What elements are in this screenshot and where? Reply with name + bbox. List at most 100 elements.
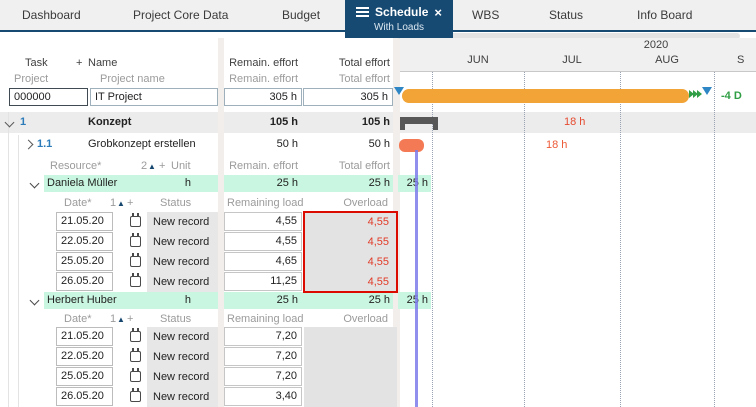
- tab-project-core-data[interactable]: Project Core Data: [133, 8, 229, 22]
- col-header-resource[interactable]: Resource*: [50, 160, 102, 172]
- tab-dashboard[interactable]: Dashboard: [22, 8, 81, 22]
- col-header-status[interactable]: Status: [160, 313, 192, 325]
- remaining-load-field[interactable]: 7,20: [224, 347, 302, 366]
- col-header-total[interactable]: Total effort: [338, 57, 390, 69]
- task-wbs-number[interactable]: 1: [20, 116, 27, 128]
- overload-cell: 4,55: [304, 232, 397, 252]
- status-cell: New record: [147, 232, 218, 252]
- col-header-overload[interactable]: Overload: [343, 197, 388, 209]
- tab-status[interactable]: Status: [549, 8, 584, 22]
- col-header-total[interactable]: Total effort: [338, 160, 390, 172]
- date-field[interactable]: 22.05.20: [56, 347, 113, 366]
- overload-cell: 4,55: [304, 252, 397, 272]
- add-column-icon[interactable]: +: [127, 197, 134, 209]
- task-name[interactable]: Grobkonzept erstellen: [88, 138, 196, 150]
- timeline-year: 2020: [643, 39, 669, 51]
- task-row-konzept: 1 Konzept 105 h 105 h 18 h: [0, 112, 756, 133]
- timeline-gridline: [524, 72, 525, 407]
- col-header-remaining-load[interactable]: Remaining load: [227, 313, 304, 325]
- calendar-icon[interactable]: [130, 253, 141, 267]
- project-total-field[interactable]: 305 h: [303, 88, 393, 106]
- remaining-load-field[interactable]: 11,25: [224, 272, 302, 291]
- date-field[interactable]: 25.05.20: [56, 252, 113, 271]
- collapse-icon[interactable]: [29, 178, 40, 189]
- date-field[interactable]: 21.05.20: [56, 327, 113, 346]
- resource-name[interactable]: Herbert Huber: [47, 294, 117, 306]
- task-row-grobkonzept: 1.1 Grobkonzept erstellen 50 h 50 h 18 h: [0, 135, 756, 155]
- menu-icon[interactable]: [356, 5, 370, 19]
- tab-budget[interactable]: Budget: [282, 8, 321, 22]
- col-header-task[interactable]: Task: [25, 57, 48, 69]
- close-icon[interactable]: ×: [434, 4, 442, 20]
- col-header-name[interactable]: Name: [88, 57, 118, 69]
- column-divider[interactable]: [218, 38, 224, 407]
- calendar-icon[interactable]: [130, 233, 141, 247]
- calendar-icon[interactable]: [130, 348, 141, 362]
- task-wbs-number[interactable]: 1.1: [37, 138, 53, 150]
- summary-gantt-bar[interactable]: [400, 117, 438, 124]
- summary-bar-cap: [400, 117, 405, 130]
- load-row: 26.05.20 New record 3,40: [0, 387, 398, 407]
- timeline-gridline: [714, 72, 715, 407]
- load-row: 22.05.20 New record 4,55 4,55: [0, 232, 398, 252]
- col-header-date[interactable]: Date*: [64, 313, 92, 325]
- date-field[interactable]: 25.05.20: [56, 367, 113, 386]
- load-row: 21.05.20 New record 7,20: [0, 327, 398, 347]
- tab-info-board[interactable]: Info Board: [637, 8, 693, 22]
- project-id-field[interactable]: 000000: [9, 88, 88, 106]
- tab-schedule-active[interactable]: Schedule × With Loads: [345, 0, 453, 38]
- remaining-load-field[interactable]: 4,55: [224, 212, 302, 231]
- add-column-icon[interactable]: +: [76, 57, 83, 69]
- task-load-label: 18 h: [564, 116, 586, 128]
- project-remain-field[interactable]: 305 h: [224, 88, 302, 106]
- date-header-row: Date* 1 ▲ + Status Remaining load Overlo…: [0, 310, 398, 327]
- calendar-icon[interactable]: [130, 213, 141, 227]
- col-header-remain[interactable]: Remain. effort: [229, 57, 298, 69]
- remaining-load-field[interactable]: 3,40: [224, 387, 302, 406]
- date-field[interactable]: 21.05.20: [56, 212, 113, 231]
- calendar-icon[interactable]: [130, 388, 141, 402]
- remaining-load-field[interactable]: 7,20: [224, 327, 302, 346]
- resource-name[interactable]: Daniela Müller: [47, 177, 118, 189]
- col-header-unit[interactable]: Unit: [171, 160, 191, 172]
- sort-order-number[interactable]: 2: [141, 160, 148, 172]
- date-field[interactable]: 22.05.20: [56, 232, 113, 251]
- resource-total: 25 h: [368, 294, 390, 306]
- add-column-icon[interactable]: +: [127, 313, 134, 325]
- remaining-load-field[interactable]: 4,55: [224, 232, 302, 251]
- milestone-end-icon[interactable]: [702, 87, 712, 95]
- expand-icon[interactable]: [23, 139, 34, 150]
- calendar-icon[interactable]: [130, 368, 141, 382]
- task-row-highlight: [0, 112, 756, 133]
- task-name[interactable]: Konzept: [88, 116, 132, 128]
- project-name-field[interactable]: IT Project: [90, 88, 218, 106]
- timeline-month-jul: JUL: [562, 54, 582, 66]
- calendar-icon[interactable]: [130, 328, 141, 342]
- tab-wbs[interactable]: WBS: [472, 8, 500, 22]
- col-header-overload[interactable]: Overload: [343, 313, 388, 325]
- remaining-load-field[interactable]: 4,65: [224, 252, 302, 271]
- collapse-icon[interactable]: [4, 117, 15, 128]
- col-header-date[interactable]: Date*: [64, 197, 92, 209]
- sort-order-number[interactable]: 1: [110, 313, 117, 325]
- col-header-remaining-load[interactable]: Remaining load: [227, 197, 304, 209]
- col-header-status[interactable]: Status: [160, 197, 192, 209]
- sort-asc-icon[interactable]: ▲: [148, 162, 156, 171]
- sort-order-number[interactable]: 1: [110, 197, 117, 209]
- project-gantt-bar[interactable]: [402, 89, 689, 103]
- remaining-load-field[interactable]: 7,20: [224, 367, 302, 386]
- sort-asc-icon[interactable]: ▲: [117, 199, 125, 208]
- sort-asc-icon[interactable]: ▲: [117, 315, 125, 324]
- col-header-remain[interactable]: Remain. effort: [229, 160, 298, 172]
- add-column-icon[interactable]: +: [159, 160, 166, 172]
- date-field[interactable]: 26.05.20: [56, 387, 113, 406]
- calendar-icon[interactable]: [130, 273, 141, 287]
- milestone-start-icon[interactable]: [394, 87, 404, 95]
- date-field[interactable]: 26.05.20: [56, 272, 113, 291]
- load-row: 25.05.20 New record 4,65 4,55: [0, 252, 398, 272]
- collapse-icon[interactable]: [29, 295, 40, 306]
- task-gantt-bar[interactable]: [399, 139, 424, 152]
- status-cell: New record: [147, 387, 218, 407]
- gantt-horizontal-scrollbar[interactable]: [397, 33, 740, 39]
